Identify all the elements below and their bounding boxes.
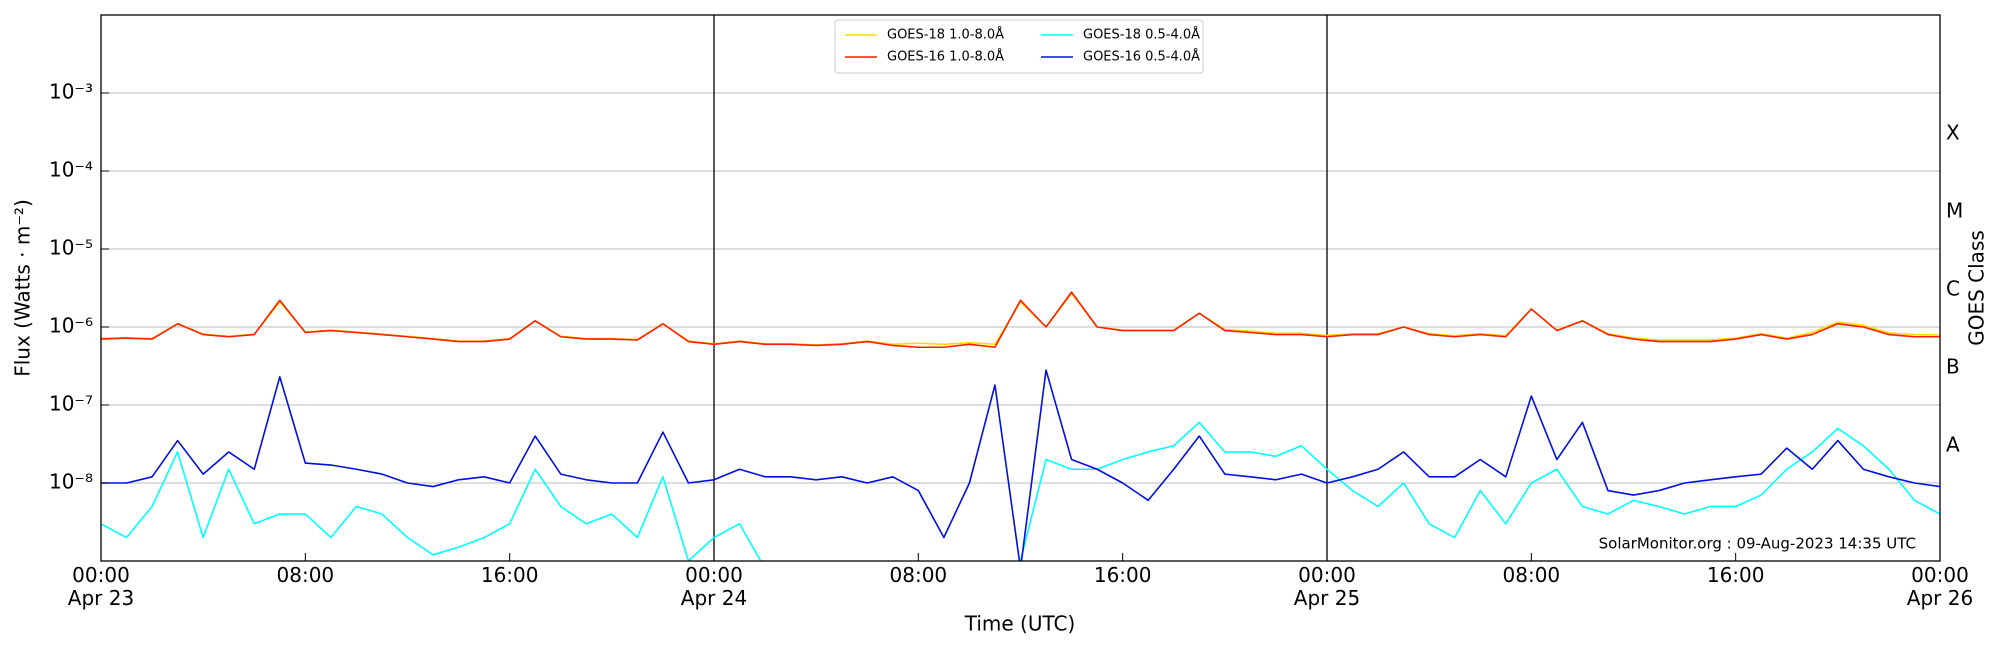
plot-frame <box>100 14 1941 562</box>
y2-tick-label: C <box>1946 276 1960 300</box>
y-tick-label: 10⁻⁶ <box>49 314 93 338</box>
x-axis-label: Time (UTC) <box>964 612 1076 636</box>
legend-label: GOES-16 1.0-8.0Å <box>887 49 1004 65</box>
x-tick-label: 00:00 Apr 26 <box>1907 563 1973 610</box>
series-line <box>101 421 1940 561</box>
x-tick-label: 16:00 <box>1094 563 1152 587</box>
legend: GOES-18 1.0-8.0Å GOES-16 1.0-8.0Å GOES-18 … <box>834 19 1204 74</box>
x-tick-label: 00:00 Apr 23 <box>68 563 134 610</box>
y-tick-label: 10⁻⁷ <box>49 392 93 416</box>
y-tick-label: 10⁻⁸ <box>49 470 93 494</box>
y-axis-label: Flux (Watts · m⁻²) <box>11 199 35 377</box>
x-tick-label: 16:00 <box>481 563 539 587</box>
x-tick-label: 00:00 Apr 25 <box>1294 563 1360 610</box>
axes: 10⁻⁸ 10⁻⁷ 10⁻⁶ 10⁻⁵ 10⁻⁴ 10⁻³ A B C M X 00:00 Apr 23… <box>49 80 1973 611</box>
legend-label: GOES-18 1.0-8.0Å <box>887 27 1004 43</box>
y-tick-label: 10⁻⁴ <box>49 158 93 182</box>
x-tick-label: 08:00 <box>890 563 948 587</box>
legend-box <box>834 19 1204 74</box>
legend-label: GOES-18 0.5-4.0Å <box>1083 27 1200 43</box>
x-tick-label: 16:00 <box>1707 563 1765 587</box>
series-line <box>101 291 1940 349</box>
y-tick-label: 10⁻⁵ <box>49 236 93 260</box>
annotation: SolarMonitor.org : 09-Aug-2023 14:35 UTC <box>1599 535 1916 553</box>
y2-tick-label: X <box>1946 120 1960 144</box>
x-tick-label: 08:00 <box>1503 563 1561 587</box>
series-line <box>101 369 1940 561</box>
plot-lines <box>101 291 1940 561</box>
y-tick-label: 10⁻³ <box>49 80 93 104</box>
y2-tick-label: M <box>1946 198 1963 222</box>
x-tick-label: 08:00 <box>277 563 335 587</box>
legend-label: GOES-16 0.5-4.0Å <box>1083 49 1200 65</box>
y2-tick-label: A <box>1946 432 1960 456</box>
y2-axis-label: GOES Class <box>1965 230 1989 346</box>
x-tick-label: 00:00 Apr 24 <box>681 563 747 610</box>
y2-tick-label: B <box>1946 354 1960 378</box>
